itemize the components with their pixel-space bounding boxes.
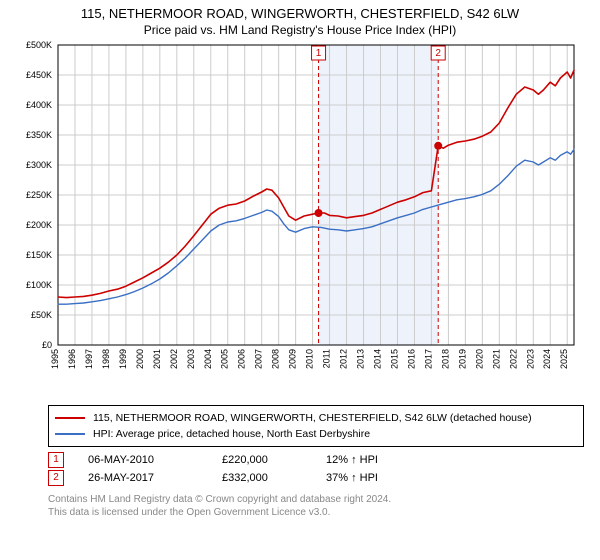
svg-text:2017: 2017: [423, 349, 433, 369]
svg-text:2001: 2001: [152, 349, 162, 369]
footer-attribution: Contains HM Land Registry data © Crown c…: [48, 493, 584, 519]
svg-text:2002: 2002: [169, 349, 179, 369]
svg-text:1996: 1996: [67, 349, 77, 369]
chart-area: 1 2 £0 £50K £100K £150K £200K £250K £300K £350K £4…: [10, 39, 590, 399]
svg-text:£400K: £400K: [26, 100, 52, 110]
svg-text:£100K: £100K: [26, 280, 52, 290]
svg-text:2018: 2018: [440, 349, 450, 369]
sale-date: 26-MAY-2017: [88, 472, 198, 484]
svg-text:2006: 2006: [237, 349, 247, 369]
svg-text:2010: 2010: [305, 349, 315, 369]
svg-text:2024: 2024: [542, 349, 552, 369]
chart-title-block: 115, NETHERMOOR ROAD, WINGERWORTH, CHEST…: [0, 0, 600, 39]
svg-text:1999: 1999: [118, 349, 128, 369]
svg-text:2019: 2019: [457, 349, 467, 369]
line-chart-svg: 1 2 £0 £50K £100K £150K £200K £250K £300K £350K £4…: [10, 39, 590, 399]
svg-text:1997: 1997: [84, 349, 94, 369]
sale-delta: 37% ↑ HPI: [326, 472, 416, 484]
sale-price: £220,000: [222, 454, 302, 466]
svg-text:1: 1: [316, 48, 322, 59]
legend-swatch: [55, 433, 85, 435]
svg-text:2014: 2014: [373, 349, 383, 369]
sales-table: 1 06-MAY-2010 £220,000 12% ↑ HPI 2 26-MAY-201…: [48, 451, 584, 487]
svg-text:2011: 2011: [322, 349, 332, 368]
svg-text:2000: 2000: [135, 349, 145, 369]
sale-delta: 12% ↑ HPI: [326, 454, 416, 466]
legend-label: 115, NETHERMOOR ROAD, WINGERWORTH, CHEST…: [93, 412, 532, 424]
footer-line2: This data is licensed under the Open Gov…: [48, 506, 584, 519]
svg-text:1998: 1998: [101, 349, 111, 369]
svg-text:2025: 2025: [559, 349, 569, 369]
title-line1: 115, NETHERMOOR ROAD, WINGERWORTH, CHEST…: [0, 6, 600, 21]
svg-text:2022: 2022: [508, 349, 518, 369]
svg-text:2016: 2016: [406, 349, 416, 369]
svg-text:2015: 2015: [389, 349, 399, 369]
sale-marker: 1: [48, 452, 64, 468]
svg-text:2012: 2012: [339, 349, 349, 369]
sale-row: 2 26-MAY-2017 £332,000 37% ↑ HPI: [48, 469, 584, 487]
legend-label: HPI: Average price, detached house, Nort…: [93, 428, 370, 440]
svg-text:£150K: £150K: [26, 250, 52, 260]
svg-text:2023: 2023: [525, 349, 535, 369]
svg-text:2004: 2004: [203, 349, 213, 369]
sale-row: 1 06-MAY-2010 £220,000 12% ↑ HPI: [48, 451, 584, 469]
sale-marker: 2: [48, 470, 64, 486]
svg-text:2007: 2007: [254, 349, 264, 369]
legend: 115, NETHERMOOR ROAD, WINGERWORTH, CHEST…: [48, 405, 584, 447]
svg-text:2005: 2005: [220, 349, 230, 369]
svg-text:£350K: £350K: [26, 130, 52, 140]
svg-text:1995: 1995: [50, 349, 60, 369]
footer-line1: Contains HM Land Registry data © Crown c…: [48, 493, 584, 506]
svg-text:£250K: £250K: [26, 190, 52, 200]
svg-text:2013: 2013: [356, 349, 366, 369]
title-line2: Price paid vs. HM Land Registry's House …: [0, 23, 600, 37]
svg-text:£50K: £50K: [31, 310, 52, 320]
legend-row: 115, NETHERMOOR ROAD, WINGERWORTH, CHEST…: [55, 410, 577, 426]
svg-text:£450K: £450K: [26, 70, 52, 80]
sale-date: 06-MAY-2010: [88, 454, 198, 466]
legend-row: HPI: Average price, detached house, Nort…: [55, 426, 577, 442]
svg-text:£200K: £200K: [26, 220, 52, 230]
svg-text:2: 2: [435, 48, 441, 59]
sale-price: £332,000: [222, 472, 302, 484]
svg-text:£0: £0: [42, 340, 52, 350]
svg-text:2020: 2020: [474, 349, 484, 369]
svg-text:£500K: £500K: [26, 40, 52, 50]
svg-text:£300K: £300K: [26, 160, 52, 170]
svg-text:2008: 2008: [271, 349, 281, 369]
svg-text:2003: 2003: [186, 349, 196, 369]
svg-text:2009: 2009: [288, 349, 298, 369]
svg-text:2021: 2021: [491, 349, 501, 369]
legend-swatch: [55, 417, 85, 419]
